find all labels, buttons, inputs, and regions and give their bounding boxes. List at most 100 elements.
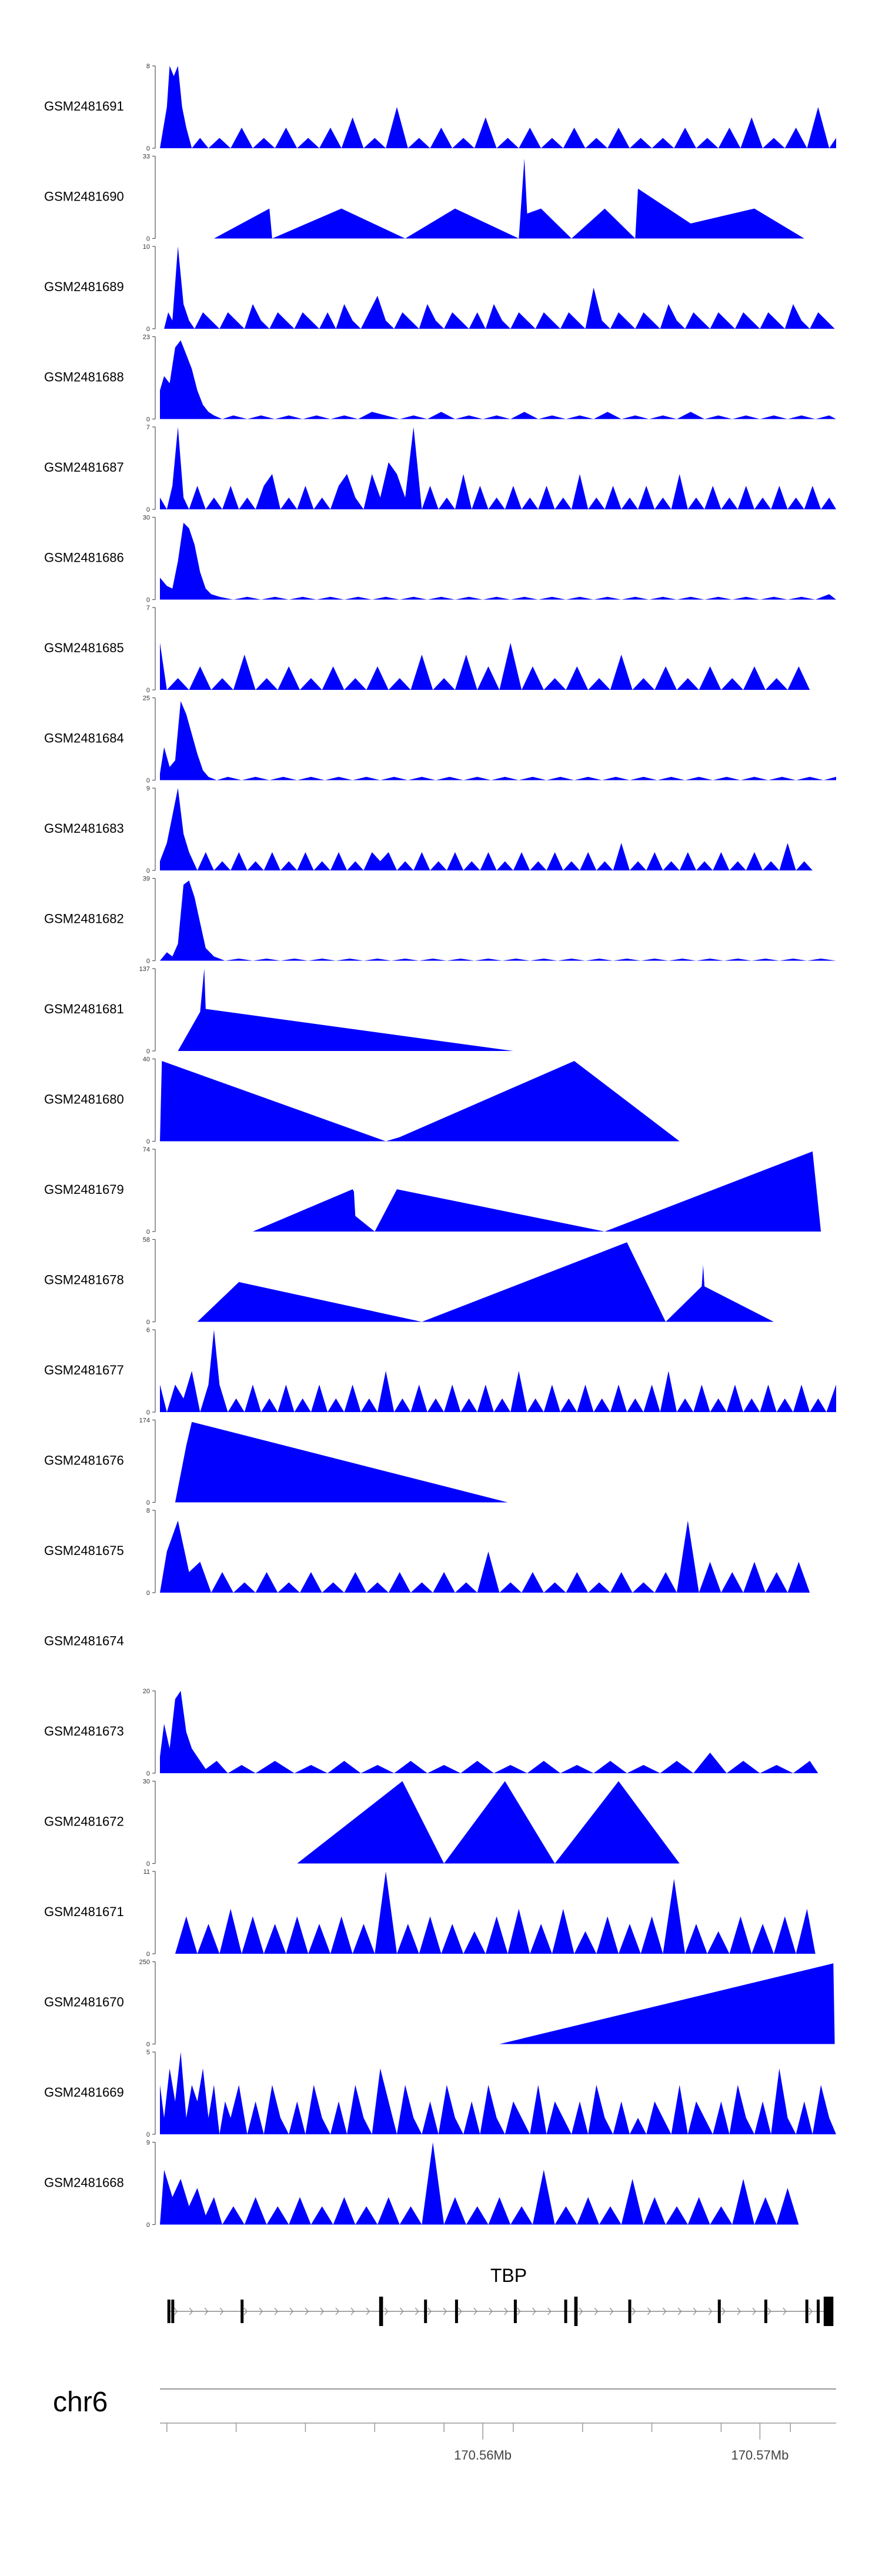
track-GSM2481674: GSM2481674 [44,1634,124,1649]
track-GSM2481688: GSM2481688 23 0 [44,334,836,423]
y-axis-zero-label: 0 [146,1139,150,1146]
coverage-area [160,1691,818,1773]
exon [628,2300,632,2323]
coverage-area [160,340,836,419]
strand-arrow [305,2307,309,2315]
track-GSM2481676: GSM2481676 174 0 [44,1417,508,1507]
track-label: GSM2481670 [44,1995,124,2010]
track-GSM2481686: GSM2481686 30 0 [44,515,836,604]
coverage-area [213,158,804,239]
exon [574,2297,578,2326]
track-GSM2481682: GSM2481682 39 0 [44,876,836,965]
y-axis-max-label: 9 [146,785,150,792]
gene-name: TBP [490,2265,527,2286]
y-axis-zero-label: 0 [146,1319,150,1326]
strand-arrow [708,2307,713,2315]
exon [564,2300,567,2323]
track-GSM2481678: GSM2481678 58 0 [44,1237,774,1326]
coverage-area [160,788,836,870]
track-GSM2481675: GSM2481675 8 0 [44,1507,818,1597]
strand-arrow [808,2307,813,2315]
coverage-area [164,246,835,329]
track-label: GSM2481683 [44,821,124,836]
track-label: GSM2481674 [44,1634,124,1649]
track-GSM2481669: GSM2481669 5 0 [44,2049,836,2138]
track-label: GSM2481671 [44,1904,124,1919]
strand-arrow [752,2307,756,2315]
strand-arrow [632,2307,636,2315]
coverage-area [160,880,836,961]
strand-arrow [219,2307,224,2315]
strand-arrow [647,2307,652,2315]
y-axis-zero-label: 0 [146,506,150,513]
strand-arrow [243,2307,248,2315]
strand-arrow [609,2307,614,2315]
track-label: GSM2481672 [44,1814,124,1829]
exon [823,2297,834,2326]
track-GSM2481668: GSM2481668 9 0 [44,2140,810,2229]
exon [424,2300,427,2323]
coverage-area [160,1330,836,1412]
coverage-area [178,969,513,1051]
y-axis-zero-label: 0 [146,958,150,965]
strand-arrow [189,2307,193,2315]
track-label: GSM2481685 [44,640,124,655]
strand-arrow [259,2307,263,2315]
track-GSM2481683: GSM2481683 9 0 [44,785,836,875]
track-GSM2481673: GSM2481673 20 0 [44,1688,818,1777]
y-axis-max-label: 8 [146,63,150,70]
coverage-area [252,1151,821,1232]
y-axis-zero-label: 0 [146,1770,150,1777]
track-GSM2481691: GSM2481691 8 0 [44,63,836,152]
track-label: GSM2481679 [44,1182,124,1197]
exon [240,2300,244,2323]
strand-arrow [473,2307,477,2315]
y-axis-zero-label: 0 [146,1861,150,1868]
exon [817,2300,820,2323]
track-label: GSM2481676 [44,1453,124,1468]
strand-arrow [427,2307,432,2315]
y-axis-max-label: 74 [143,1146,150,1153]
y-axis-max-label: 23 [143,334,150,341]
track-label: GSM2481690 [44,189,124,204]
axis-tick-label: 170.56Mb [454,2448,512,2462]
y-axis-max-label: 58 [143,1237,150,1244]
strand-arrow [662,2307,667,2315]
track-GSM2481677: GSM2481677 6 0 [44,1327,836,1416]
y-axis-max-label: 174 [139,1417,150,1424]
strand-arrow [366,2307,370,2315]
track-label: GSM2481691 [44,99,124,114]
y-axis-zero-label: 0 [146,2041,150,2048]
exon [513,2300,517,2323]
exon [805,2300,808,2323]
track-label: GSM2481675 [44,1543,124,1558]
y-axis-max-label: 25 [143,695,150,702]
coverage-area [160,2052,836,2134]
track-label: GSM2481677 [44,1363,124,1377]
track-label: GSM2481668 [44,2175,124,2190]
track-GSM2481679: GSM2481679 74 0 [44,1146,821,1236]
strand-arrow [289,2307,293,2315]
exon [167,2300,171,2323]
track-label: GSM2481681 [44,1002,124,1016]
strand-arrow [504,2307,508,2315]
y-axis-max-label: 5 [146,2049,150,2056]
track-GSM2481671: GSM2481671 11 0 [44,1868,816,1958]
strand-arrow [399,2307,404,2315]
track-label: GSM2481680 [44,1092,124,1107]
track-label: GSM2481688 [44,370,124,385]
y-axis-max-label: 250 [139,1959,150,1966]
strand-arrow [767,2307,771,2315]
strand-arrow [783,2307,787,2315]
coverage-area [160,522,836,600]
y-axis-zero-label: 0 [146,326,150,333]
strand-arrow [737,2307,741,2315]
track-label: GSM2481682 [44,912,124,926]
y-axis-zero-label: 0 [146,145,150,152]
strand-arrow [677,2307,682,2315]
y-axis-zero-label: 0 [146,1500,150,1507]
coverage-area [160,701,836,780]
strand-arrow [443,2307,447,2315]
y-axis-zero-label: 0 [146,687,150,694]
y-axis-zero-label: 0 [146,416,150,423]
